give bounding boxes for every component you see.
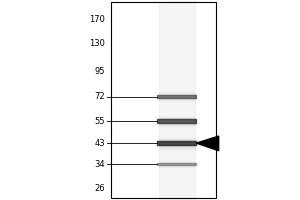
Text: 26: 26 [94, 184, 105, 193]
Polygon shape [196, 136, 219, 151]
Text: 95: 95 [95, 67, 105, 76]
Text: 55: 55 [95, 117, 105, 126]
Text: 72: 72 [94, 92, 105, 101]
Text: 130: 130 [89, 39, 105, 48]
Text: 43: 43 [94, 139, 105, 148]
Text: 34: 34 [94, 160, 105, 169]
Bar [111, 2, 216, 198]
Text: 170: 170 [89, 15, 105, 24]
